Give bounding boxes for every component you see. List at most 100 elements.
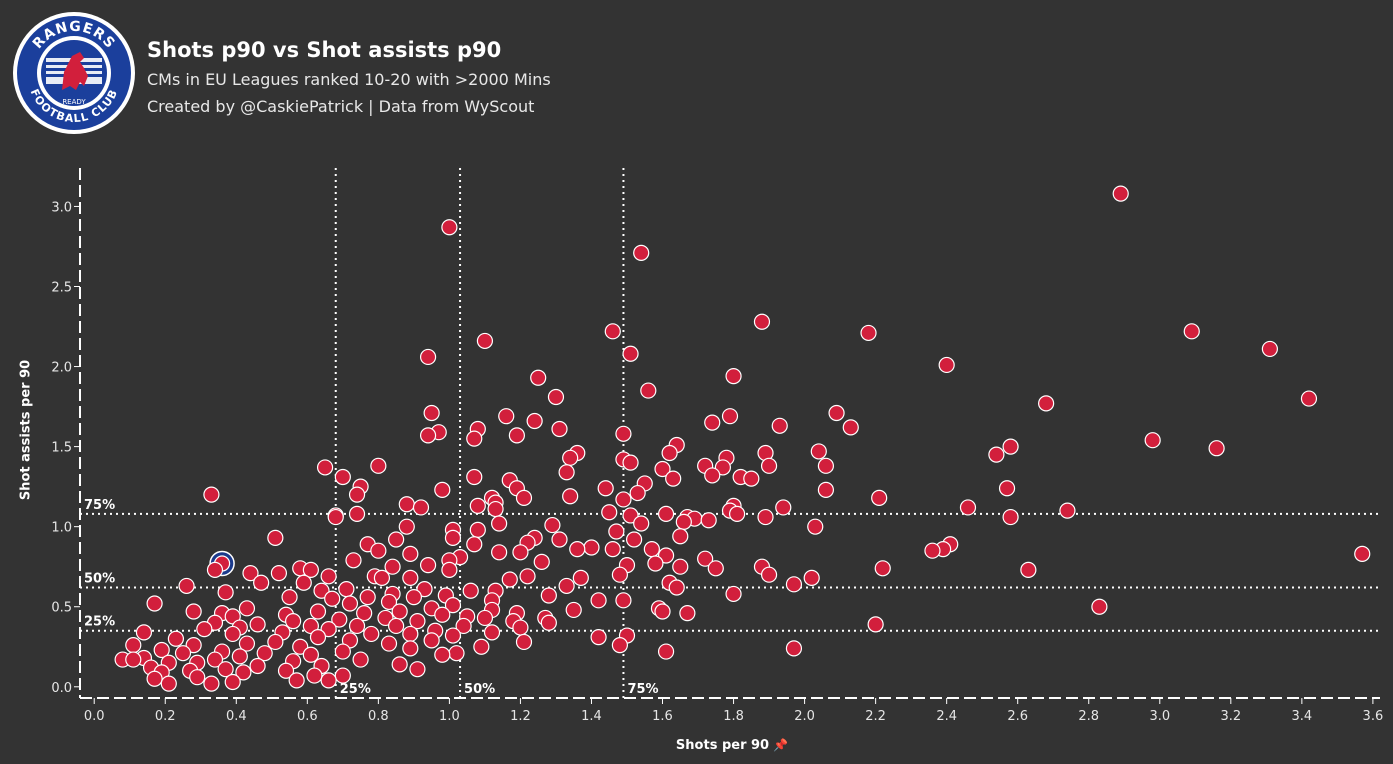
data-point[interactable] — [316, 459, 334, 476]
data-point[interactable] — [391, 656, 408, 673]
data-point[interactable] — [640, 382, 657, 399]
data-point[interactable] — [729, 505, 746, 522]
data-point[interactable] — [565, 601, 582, 619]
data-point[interactable] — [206, 651, 224, 668]
data-point[interactable] — [363, 625, 380, 643]
data-point[interactable] — [217, 661, 234, 678]
data-point[interactable] — [608, 523, 625, 540]
data-point[interactable] — [388, 531, 405, 548]
data-point[interactable] — [476, 609, 494, 627]
data-point[interactable] — [615, 592, 632, 609]
data-point[interactable] — [285, 613, 302, 630]
data-point[interactable] — [327, 508, 344, 526]
data-point[interactable] — [320, 672, 337, 689]
data-point[interactable] — [1354, 545, 1371, 562]
data-point[interactable] — [515, 633, 533, 651]
data-point[interactable] — [501, 571, 518, 588]
data-point[interactable] — [356, 605, 373, 622]
data-point[interactable] — [402, 640, 419, 657]
data-point[interactable] — [1002, 508, 1019, 526]
data-point[interactable] — [1112, 185, 1129, 202]
data-point[interactable] — [785, 576, 803, 593]
data-point[interactable] — [302, 561, 319, 579]
data-point[interactable] — [473, 638, 490, 655]
data-point[interactable] — [320, 621, 337, 638]
data-point[interactable] — [409, 661, 426, 678]
data-point[interactable] — [654, 460, 671, 478]
data-point[interactable] — [629, 484, 646, 502]
data-point[interactable] — [760, 457, 778, 474]
data-point[interactable] — [125, 637, 142, 654]
data-point[interactable] — [267, 633, 284, 651]
data-point[interactable] — [338, 581, 355, 598]
data-point[interactable] — [249, 657, 266, 675]
data-point[interactable] — [657, 505, 675, 522]
data-point[interactable] — [1208, 440, 1225, 457]
data-point[interactable] — [828, 404, 845, 422]
data-point[interactable] — [679, 605, 696, 622]
data-point[interactable] — [206, 561, 224, 579]
data-point[interactable] — [657, 643, 675, 660]
data-point[interactable] — [1300, 390, 1318, 407]
data-point[interactable] — [803, 569, 820, 587]
data-point[interactable] — [419, 556, 437, 574]
data-point[interactable] — [334, 643, 351, 660]
data-point[interactable] — [419, 427, 437, 444]
data-point[interactable] — [292, 638, 309, 655]
data-point[interactable] — [348, 505, 366, 522]
data-point[interactable] — [785, 640, 803, 657]
data-point[interactable] — [416, 581, 433, 598]
data-point[interactable] — [807, 518, 824, 535]
data-point[interactable] — [373, 569, 391, 587]
data-point[interactable] — [231, 648, 248, 665]
data-point[interactable] — [295, 574, 312, 591]
data-point[interactable] — [419, 348, 437, 366]
data-point[interactable] — [167, 630, 185, 647]
data-point[interactable] — [380, 593, 398, 611]
data-point[interactable] — [611, 637, 628, 654]
data-point[interactable] — [153, 641, 170, 659]
data-point[interactable] — [1144, 432, 1161, 449]
data-point[interactable] — [160, 675, 177, 692]
data-point[interactable] — [359, 589, 376, 606]
data-point[interactable] — [753, 313, 771, 330]
data-point[interactable] — [998, 480, 1016, 497]
data-point[interactable] — [558, 464, 575, 481]
data-point[interactable] — [871, 489, 888, 506]
data-point[interactable] — [569, 540, 586, 558]
data-point[interactable] — [704, 467, 721, 484]
data-point[interactable] — [817, 481, 835, 498]
data-point[interactable] — [402, 569, 419, 587]
data-point[interactable] — [668, 579, 685, 596]
data-point[interactable] — [270, 565, 288, 582]
data-point[interactable] — [1183, 323, 1200, 340]
data-point[interactable] — [512, 619, 529, 636]
data-point[interactable] — [633, 515, 650, 532]
data-point[interactable] — [604, 323, 621, 340]
data-point[interactable] — [306, 667, 323, 684]
data-point[interactable] — [370, 542, 387, 559]
data-point[interactable] — [348, 617, 366, 635]
data-point[interactable] — [775, 499, 792, 516]
data-point[interactable] — [704, 414, 721, 431]
data-point[interactable] — [771, 417, 788, 434]
data-point[interactable] — [384, 558, 401, 575]
data-point[interactable] — [256, 645, 273, 662]
data-point[interactable] — [334, 468, 351, 486]
data-point[interactable] — [700, 512, 717, 529]
data-point[interactable] — [743, 470, 760, 487]
data-point[interactable] — [544, 516, 561, 534]
data-point[interactable] — [611, 566, 628, 583]
data-point[interactable] — [615, 491, 632, 508]
data-point[interactable] — [498, 408, 515, 425]
data-point[interactable] — [238, 600, 256, 617]
data-point[interactable] — [810, 443, 827, 460]
data-point[interactable] — [697, 550, 714, 567]
data-point[interactable] — [672, 528, 689, 545]
data-point[interactable] — [867, 616, 884, 633]
data-point[interactable] — [469, 497, 486, 514]
data-point[interactable] — [540, 614, 557, 631]
data-point[interactable] — [491, 515, 508, 532]
data-point[interactable] — [324, 590, 341, 607]
data-point[interactable] — [491, 544, 508, 561]
